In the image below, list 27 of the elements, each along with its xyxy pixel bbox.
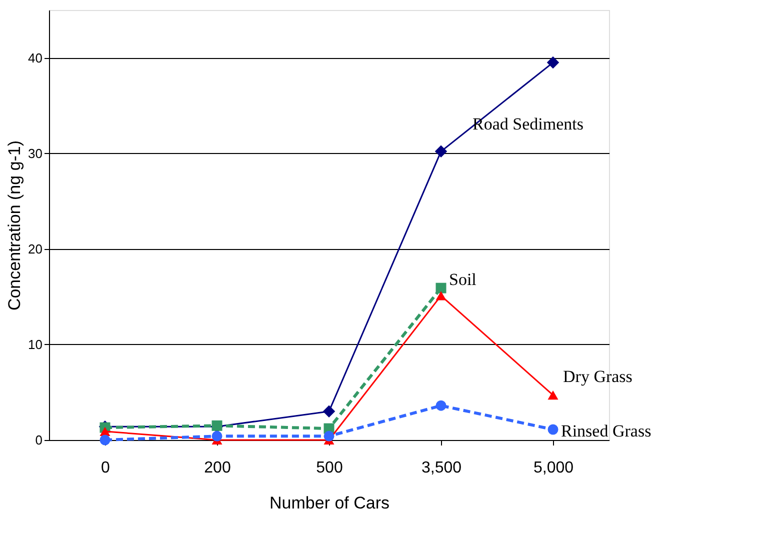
series-label: Soil <box>449 270 477 290</box>
point <box>548 390 558 400</box>
point <box>436 291 446 300</box>
point <box>436 400 446 411</box>
y-tick-label: 40 <box>28 50 42 66</box>
x-axis-title: Number of Cars <box>270 494 390 512</box>
y-tick-label: 20 <box>28 241 42 256</box>
x-tick-label: 200 <box>204 460 231 476</box>
point <box>100 434 110 446</box>
point <box>434 145 448 158</box>
point <box>548 424 558 435</box>
y-axis-title: Concentration (ng g-1) <box>5 140 24 311</box>
y-tick-label: 0 <box>35 432 42 448</box>
y-tick-label: 10 <box>28 336 42 352</box>
y-tick-label: 30 <box>28 146 42 161</box>
x-tick-label: 5,000 <box>533 460 574 476</box>
point <box>212 430 222 442</box>
x-tick-label: 500 <box>316 460 343 476</box>
point <box>322 405 336 418</box>
x-tick-label: 3,500 <box>421 460 462 476</box>
series-label: Rinsed Grass <box>561 421 652 440</box>
point <box>436 282 446 294</box>
series-label: Road Sediments <box>472 114 584 134</box>
x-tick-label: 0 <box>101 460 110 476</box>
series-label: Dry Grass <box>563 367 632 386</box>
point <box>546 56 560 69</box>
point <box>324 430 334 442</box>
